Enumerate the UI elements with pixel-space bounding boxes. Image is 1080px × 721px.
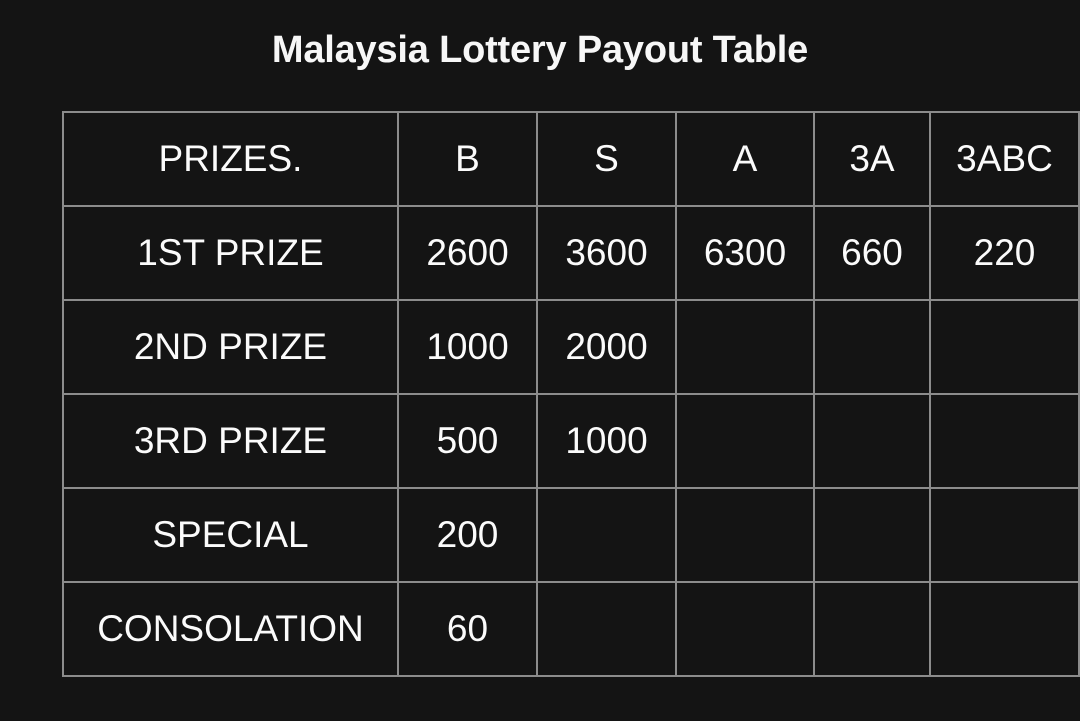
cell-1st-prize-s: 3600	[536, 205, 677, 301]
cell-3rd-prize-a	[675, 393, 815, 489]
row-label-consolation: CONSOLATION	[62, 581, 399, 677]
cell-consolation-3abc	[929, 581, 1080, 677]
column-header-3a: 3A	[813, 111, 931, 207]
cell-2nd-prize-3a	[813, 299, 931, 395]
column-header-3abc: 3ABC	[929, 111, 1080, 207]
table-row: 2ND PRIZE 1000 2000	[62, 299, 1080, 395]
cell-consolation-a	[675, 581, 815, 677]
table-header: PRIZES. B S A 3A 3ABC	[62, 111, 1080, 207]
cell-3rd-prize-s: 1000	[536, 393, 677, 489]
cell-2nd-prize-b: 1000	[397, 299, 538, 395]
table-row: SPECIAL 200	[62, 487, 1080, 583]
cell-2nd-prize-s: 2000	[536, 299, 677, 395]
cell-consolation-b: 60	[397, 581, 538, 677]
row-label-3rd-prize: 3RD PRIZE	[62, 393, 399, 489]
table-row: 1ST PRIZE 2600 3600 6300 660 220	[62, 205, 1080, 301]
cell-1st-prize-3abc: 220	[929, 205, 1080, 301]
table-row: CONSOLATION 60	[62, 581, 1080, 677]
table-row: 3RD PRIZE 500 1000	[62, 393, 1080, 489]
column-header-a: A	[675, 111, 815, 207]
column-header-s: S	[536, 111, 677, 207]
cell-consolation-s	[536, 581, 677, 677]
table-header-row: PRIZES. B S A 3A 3ABC	[62, 111, 1080, 207]
cell-3rd-prize-3a	[813, 393, 931, 489]
lottery-payout-table: PRIZES. B S A 3A 3ABC 1ST PRIZE 2600 360…	[62, 111, 1080, 677]
cell-consolation-3a	[813, 581, 931, 677]
cell-2nd-prize-a	[675, 299, 815, 395]
cell-special-3a	[813, 487, 931, 583]
cell-special-3abc	[929, 487, 1080, 583]
page-title: Malaysia Lottery Payout Table	[271, 29, 809, 71]
cell-special-b: 200	[397, 487, 538, 583]
cell-1st-prize-b: 2600	[397, 205, 538, 301]
cell-3rd-prize-b: 500	[397, 393, 538, 489]
row-label-special: SPECIAL	[62, 487, 399, 583]
cell-2nd-prize-3abc	[929, 299, 1080, 395]
table-body: 1ST PRIZE 2600 3600 6300 660 220 2ND PRI…	[62, 205, 1080, 677]
cell-special-a	[675, 487, 815, 583]
row-label-1st-prize: 1ST PRIZE	[62, 205, 399, 301]
cell-1st-prize-a: 6300	[675, 205, 815, 301]
column-header-prizes: PRIZES.	[62, 111, 399, 207]
cell-3rd-prize-3abc	[929, 393, 1080, 489]
column-header-b: B	[397, 111, 538, 207]
cell-special-s	[536, 487, 677, 583]
row-label-2nd-prize: 2ND PRIZE	[62, 299, 399, 395]
cell-1st-prize-3a: 660	[813, 205, 931, 301]
